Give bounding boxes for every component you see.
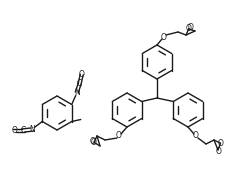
Text: O: O (78, 70, 84, 79)
Text: O: O (91, 138, 97, 147)
Text: C: C (77, 79, 82, 88)
Text: O: O (192, 132, 198, 141)
Text: O: O (217, 139, 223, 148)
Text: N: N (29, 125, 35, 134)
Text: O: O (215, 146, 221, 156)
Text: O: O (116, 132, 121, 141)
Text: N: N (74, 88, 79, 97)
Text: O: O (161, 32, 166, 41)
Text: O: O (187, 22, 193, 31)
Text: O: O (185, 24, 191, 33)
Text: O: O (11, 126, 17, 135)
Text: O: O (89, 137, 95, 146)
Text: C: C (21, 126, 26, 135)
